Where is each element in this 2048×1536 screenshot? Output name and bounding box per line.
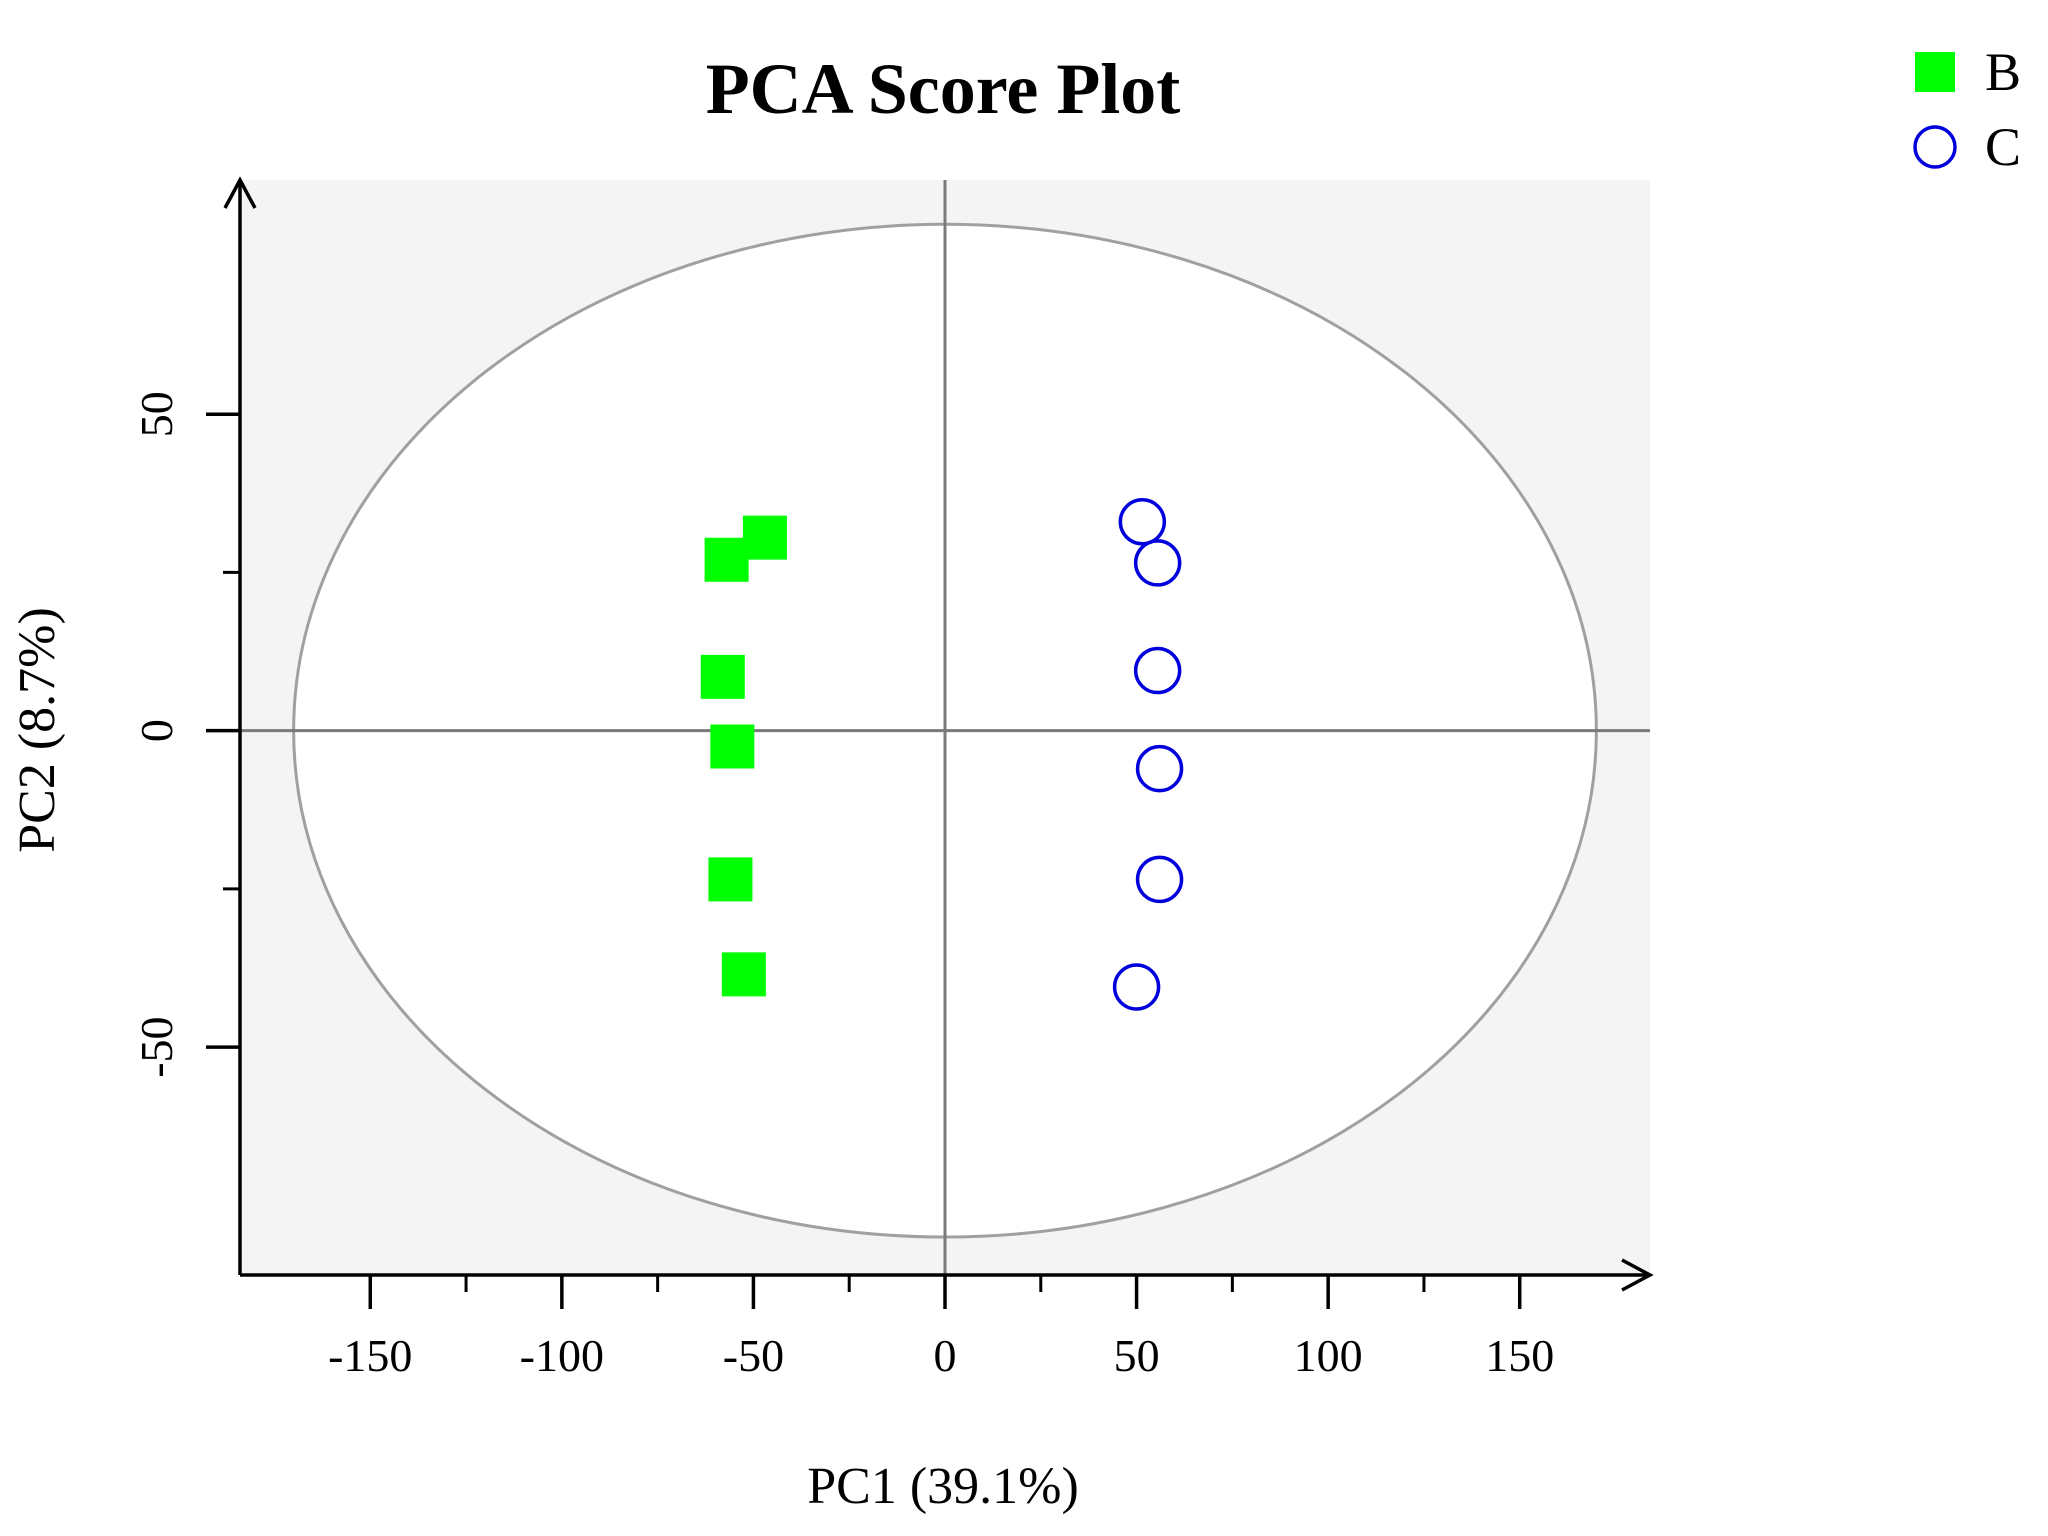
x-tick-label: 150	[1485, 1330, 1554, 1381]
x-axis-arrow-icon	[1621, 1258, 1654, 1292]
series-B-point	[708, 857, 753, 902]
legend-swatch-C	[1913, 125, 1957, 169]
legend-label-B: B	[1985, 42, 2021, 102]
x-tick-label: 0	[934, 1330, 957, 1381]
series-B-point	[742, 515, 787, 560]
axes: -150 -100 -50 0 50 100 150 -50 0 50	[131, 176, 1654, 1381]
y-axis-label: PC2 (8.7%)	[9, 607, 66, 853]
y-tick-label: 0	[131, 719, 182, 742]
series-C-point	[1135, 744, 1184, 793]
series-B-point	[704, 537, 749, 582]
legend-swatch-B	[1915, 52, 1955, 92]
y-axis-arrow-icon	[223, 176, 257, 209]
series-C-point	[1133, 646, 1182, 695]
y-tick-label: -50	[131, 1016, 182, 1077]
series-B-point	[710, 724, 755, 769]
legend-label-C: C	[1985, 117, 2021, 177]
y-tick-label: 50	[131, 391, 182, 437]
series-B-point	[700, 654, 745, 699]
x-tick-label: 50	[1114, 1330, 1160, 1381]
data-points	[700, 498, 1184, 1011]
series-C-point	[1133, 539, 1182, 587]
legend: BC	[1913, 42, 2021, 177]
x-tick-label: 100	[1294, 1330, 1363, 1381]
chart-title: PCA Score Plot	[706, 49, 1181, 129]
series-C-point	[1135, 855, 1184, 904]
series-C-point	[1112, 963, 1161, 1011]
series-C-point	[1118, 498, 1167, 546]
x-axis-label: PC1 (39.1%)	[807, 1458, 1079, 1515]
x-tick-label: -100	[520, 1330, 604, 1381]
x-tick-label: -50	[723, 1330, 784, 1381]
x-tick-label: -150	[328, 1330, 412, 1381]
series-B-point	[721, 952, 766, 997]
